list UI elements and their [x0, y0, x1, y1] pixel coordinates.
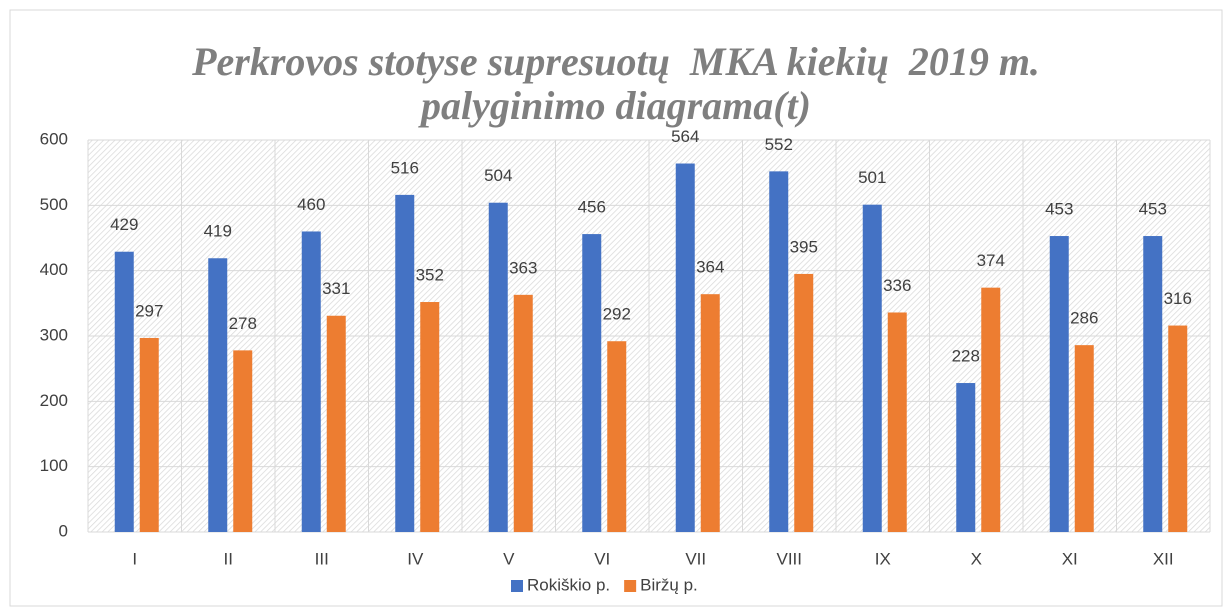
y-tick-label: 600: [40, 129, 68, 148]
legend-swatch: [624, 580, 637, 592]
bar: [582, 234, 602, 532]
x-tick-label: III: [315, 549, 329, 568]
x-tick-label: V: [503, 549, 515, 568]
bar: [1074, 345, 1094, 532]
value-label: 297: [135, 301, 163, 320]
bar: [488, 202, 508, 532]
bar: [956, 383, 976, 532]
x-tick-label: XII: [1153, 549, 1174, 568]
x-tick-label: I: [132, 549, 137, 568]
value-label: 278: [229, 314, 257, 333]
x-tick-label: VI: [594, 549, 610, 568]
bar: [139, 337, 159, 532]
bar: [862, 204, 882, 532]
chart-border: [9, 9, 1223, 607]
value-label: 460: [297, 195, 325, 214]
x-tick-label: VII: [685, 549, 706, 568]
bar: [769, 171, 789, 533]
legend-label: Rokiškio p.: [527, 575, 610, 594]
bar: [301, 231, 321, 532]
value-label: 228: [952, 347, 980, 366]
value-label: 453: [1045, 200, 1073, 219]
value-label: 286: [1070, 309, 1098, 328]
bar: [607, 341, 627, 532]
bar: [114, 251, 134, 532]
y-tick-label: 200: [40, 391, 68, 410]
bar: [1049, 236, 1069, 533]
value-label: 419: [204, 222, 232, 241]
value-label: 336: [883, 276, 911, 295]
bar: [513, 294, 533, 532]
x-tick-label: XI: [1062, 549, 1078, 568]
y-tick-label: 300: [40, 325, 68, 344]
value-label: 504: [484, 166, 512, 185]
value-label: 456: [578, 198, 606, 217]
legend-label: Biržų p.: [640, 575, 698, 594]
bar: [420, 302, 440, 532]
value-label: 374: [977, 251, 1005, 270]
x-tick-label: II: [224, 549, 233, 568]
bar: [981, 287, 1001, 532]
x-tick-label: IX: [875, 549, 891, 568]
bar: [326, 315, 346, 532]
value-label: 364: [696, 258, 724, 277]
bar: [208, 258, 228, 532]
y-tick-label: 0: [59, 521, 68, 540]
y-tick-label: 100: [40, 456, 68, 475]
value-label: 292: [603, 305, 631, 324]
value-label: 516: [391, 158, 419, 177]
legend-swatch: [511, 580, 523, 592]
bar: [395, 194, 415, 532]
bar: [887, 312, 907, 532]
value-label: 395: [790, 237, 818, 256]
value-label: 552: [765, 135, 793, 154]
bar: [675, 163, 695, 532]
value-label: 316: [1164, 289, 1192, 308]
value-label: 363: [509, 258, 537, 277]
value-label: 331: [322, 279, 350, 298]
value-label: 564: [671, 127, 699, 146]
bar: [1168, 325, 1188, 532]
y-tick-label: 500: [40, 195, 68, 214]
chart-title: Perkrovos stotyse supresuotų MKA kiekių …: [192, 39, 1050, 128]
value-label: 501: [858, 168, 886, 187]
value-label: 453: [1139, 200, 1167, 219]
bar: [700, 294, 720, 532]
value-label: 352: [416, 266, 444, 285]
bar: [233, 350, 253, 532]
bar: [1143, 236, 1163, 533]
bar: [794, 273, 814, 532]
value-label: 429: [110, 215, 138, 234]
x-tick-label: IV: [407, 549, 424, 568]
y-tick-label: 400: [40, 260, 68, 279]
x-tick-label: VIII: [776, 549, 802, 568]
x-tick-label: X: [971, 549, 982, 568]
